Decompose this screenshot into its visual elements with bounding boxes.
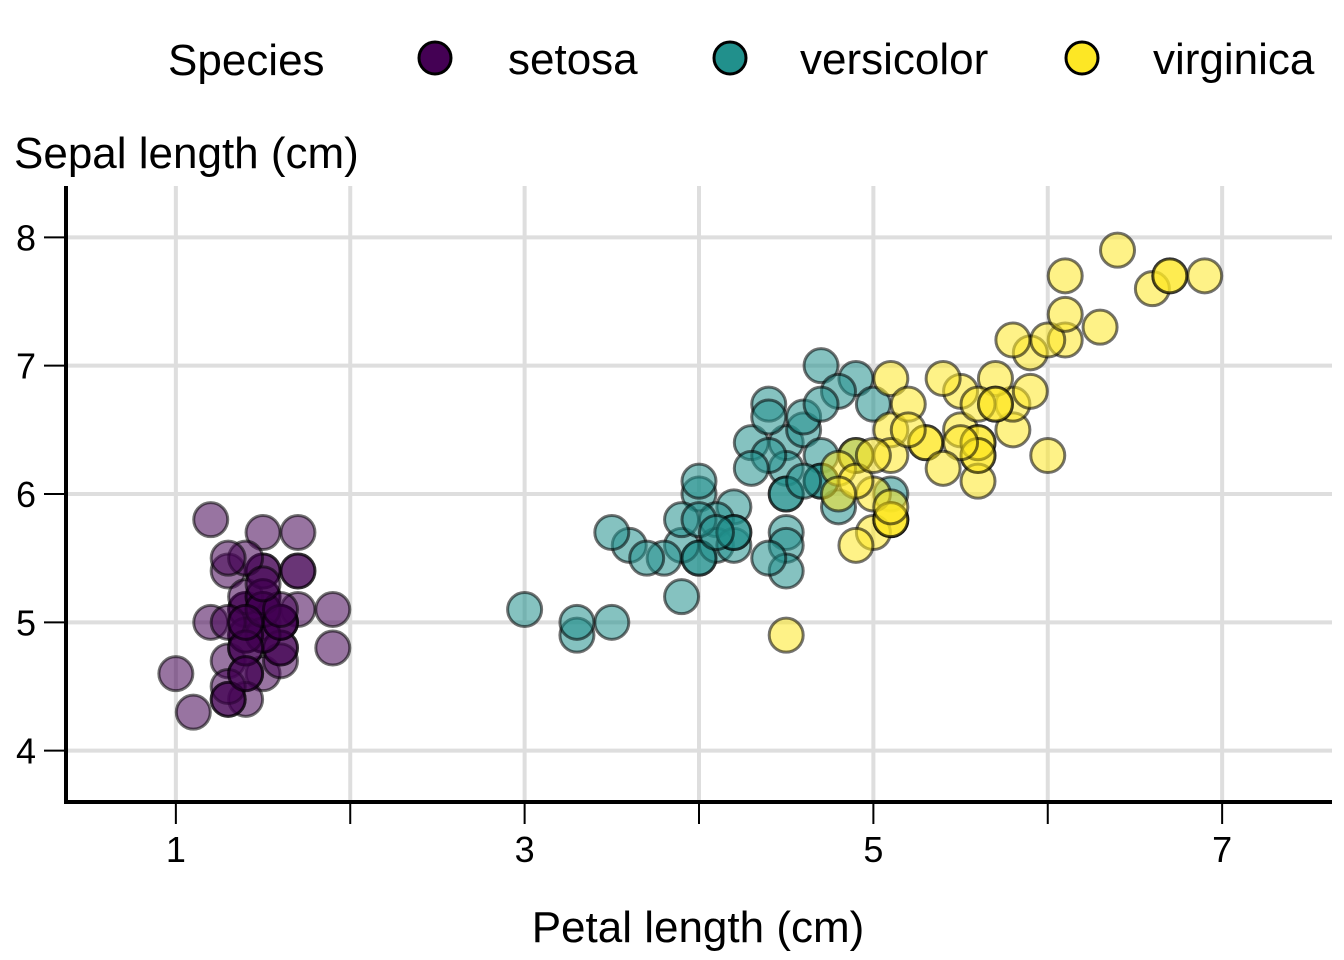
- point-setosa: [316, 631, 350, 665]
- point-setosa: [229, 605, 263, 639]
- point-virginica: [926, 362, 960, 396]
- y-tick-label: 8: [16, 217, 36, 258]
- point-versicolor: [752, 541, 786, 575]
- point-virginica: [1048, 259, 1082, 293]
- x-tick-label: 5: [863, 829, 883, 870]
- point-virginica: [874, 490, 908, 524]
- point-versicolor: [595, 605, 629, 639]
- legend-label-virginica: virginica: [1153, 35, 1315, 84]
- y-tick-label: 6: [16, 474, 36, 515]
- point-virginica: [978, 387, 1012, 421]
- point-setosa: [281, 516, 315, 550]
- point-setosa: [229, 657, 263, 691]
- point-versicolor: [560, 605, 594, 639]
- legend-key-versicolor: [714, 42, 746, 74]
- point-virginica: [822, 477, 856, 511]
- data-points: [159, 233, 1222, 729]
- point-versicolor: [630, 541, 664, 575]
- legend: Species setosa versicolor virginica: [168, 35, 1315, 85]
- legend-label-setosa: setosa: [508, 35, 638, 84]
- point-versicolor: [699, 516, 733, 550]
- point-versicolor: [787, 464, 821, 498]
- point-virginica: [926, 451, 960, 485]
- legend-key-virginica: [1066, 42, 1098, 74]
- point-setosa: [316, 593, 350, 627]
- x-axis-title: Petal length (cm): [532, 903, 865, 952]
- point-virginica: [1083, 310, 1117, 344]
- point-virginica: [1048, 297, 1082, 331]
- x-tick-label: 3: [515, 829, 535, 870]
- point-virginica: [1031, 439, 1065, 473]
- scatter-chart: Species setosa versicolor virginica Sepal …: [0, 0, 1344, 960]
- point-virginica: [1153, 259, 1187, 293]
- y-tick-label: 5: [16, 602, 36, 643]
- point-virginica: [769, 618, 803, 652]
- point-setosa: [194, 503, 228, 537]
- point-setosa: [159, 657, 193, 691]
- y-tick-label: 7: [16, 346, 36, 387]
- y-tick-label: 4: [16, 731, 36, 772]
- point-versicolor: [682, 464, 716, 498]
- y-axis-title: Sepal length (cm): [14, 129, 359, 178]
- point-virginica: [891, 413, 925, 447]
- point-virginica: [1013, 374, 1047, 408]
- legend-title: Species: [168, 36, 325, 85]
- point-versicolor: [595, 516, 629, 550]
- point-virginica: [1101, 233, 1135, 267]
- point-virginica: [996, 323, 1030, 357]
- point-virginica: [856, 439, 890, 473]
- x-tick-label: 1: [166, 829, 186, 870]
- x-tick-label: 7: [1212, 829, 1232, 870]
- point-setosa: [176, 695, 210, 729]
- point-virginica: [1188, 259, 1222, 293]
- point-setosa: [246, 567, 280, 601]
- point-versicolor: [508, 593, 542, 627]
- legend-key-setosa: [419, 42, 451, 74]
- point-setosa: [211, 541, 245, 575]
- point-versicolor: [752, 400, 786, 434]
- point-versicolor: [734, 451, 768, 485]
- point-versicolor: [665, 580, 699, 614]
- legend-label-versicolor: versicolor: [800, 35, 988, 84]
- point-virginica: [839, 528, 873, 562]
- point-setosa: [281, 554, 315, 588]
- point-versicolor: [804, 387, 838, 421]
